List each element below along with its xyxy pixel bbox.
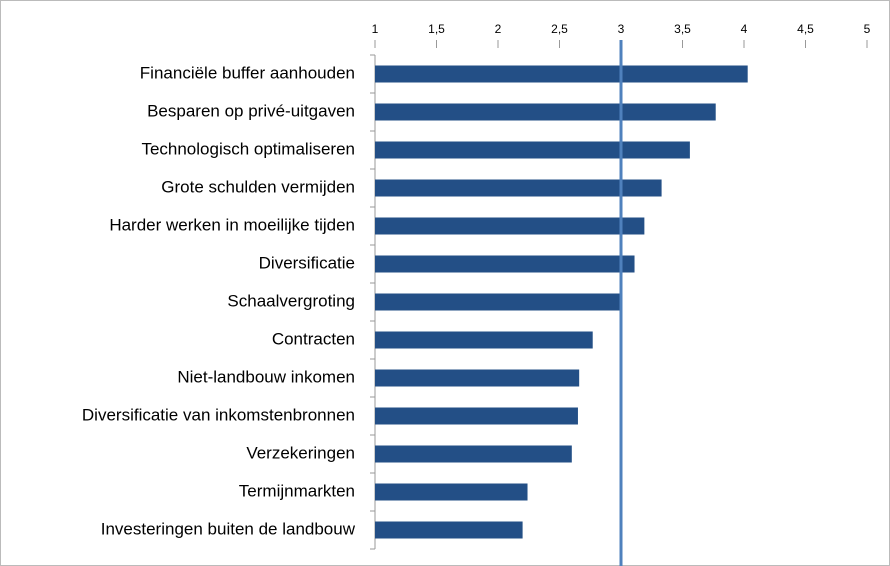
- bar: [375, 103, 716, 121]
- bar: [375, 483, 528, 501]
- bar: [375, 217, 645, 235]
- x-tick-label: 3: [618, 22, 625, 36]
- bar: [375, 407, 578, 425]
- y-tick-label: Verzekeringen: [246, 443, 355, 462]
- bar: [375, 255, 635, 273]
- y-tick-label: Grote schulden vermijden: [161, 177, 355, 196]
- y-tick-label: Schaalvergroting: [227, 291, 355, 310]
- y-tick-label: Technologisch optimaliseren: [141, 139, 355, 158]
- bar: [375, 65, 748, 83]
- bar: [375, 293, 621, 311]
- bar: [375, 179, 662, 197]
- x-tick-label: 3,5: [674, 22, 691, 36]
- x-tick-label: 2,5: [551, 22, 568, 36]
- y-tick-label: Diversificatie van inkomstenbronnen: [82, 405, 355, 424]
- y-tick-label: Contracten: [272, 329, 355, 348]
- bar: [375, 445, 572, 463]
- y-tick-label: Niet-landbouw inkomen: [177, 367, 355, 386]
- bar: [375, 521, 523, 539]
- bar: [375, 141, 690, 159]
- bar: [375, 369, 580, 387]
- y-tick-label: Termijnmarkten: [239, 481, 355, 500]
- y-tick-label: Harder werken in moeilijke tijden: [109, 215, 355, 234]
- y-tick-label: Diversificatie: [259, 253, 355, 272]
- x-tick-label: 2: [495, 22, 502, 36]
- bar: [375, 331, 593, 349]
- x-tick-label: 5: [864, 22, 871, 36]
- x-tick-label: 4: [741, 22, 748, 36]
- y-tick-label: Investeringen buiten de landbouw: [101, 519, 356, 538]
- x-tick-label: 1: [372, 22, 379, 36]
- y-tick-label: Financiële buffer aanhouden: [140, 63, 355, 82]
- x-tick-label: 1,5: [428, 22, 445, 36]
- x-tick-label: 4,5: [797, 22, 814, 36]
- y-tick-label: Besparen op privé-uitgaven: [147, 101, 355, 120]
